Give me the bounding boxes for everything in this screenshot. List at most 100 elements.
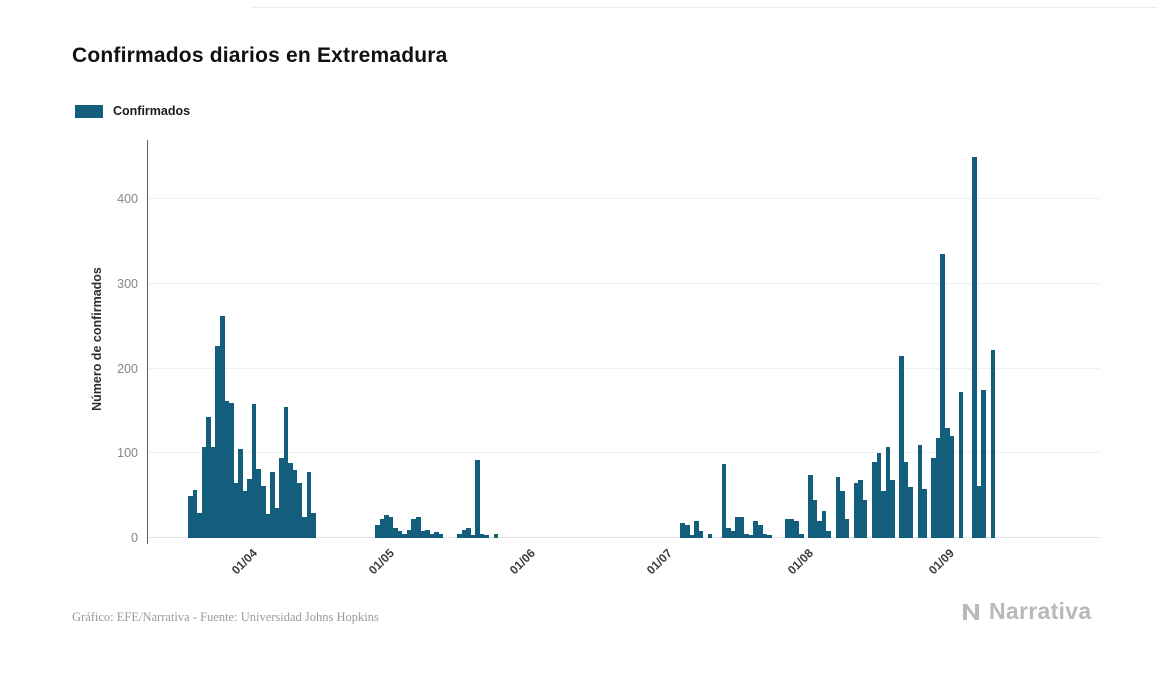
bar xyxy=(416,516,421,538)
y-tick-label: 200 xyxy=(117,361,138,376)
bar xyxy=(393,527,398,538)
y-tick-label: 300 xyxy=(117,276,138,291)
bar xyxy=(247,478,252,538)
bar xyxy=(735,516,740,538)
bar xyxy=(420,531,426,538)
bar xyxy=(694,521,699,538)
bar xyxy=(981,389,986,538)
bar xyxy=(972,156,977,538)
bar xyxy=(726,527,731,538)
bar xyxy=(215,345,220,538)
bar xyxy=(903,461,909,538)
bar xyxy=(402,533,407,538)
legend-label: Confirmados xyxy=(113,104,191,118)
bar xyxy=(685,525,690,538)
bar xyxy=(219,316,225,538)
bar xyxy=(374,525,380,538)
bar xyxy=(493,533,499,538)
bar xyxy=(311,512,316,538)
bar xyxy=(192,489,198,538)
bar xyxy=(297,482,303,538)
x-tick-label: 01/08 xyxy=(784,546,817,578)
bar xyxy=(881,491,886,538)
bar xyxy=(457,533,462,538)
bar xyxy=(817,521,822,538)
bar xyxy=(876,453,882,538)
bar xyxy=(475,460,480,538)
bar xyxy=(744,533,749,538)
bar xyxy=(484,535,489,538)
bar xyxy=(808,474,813,538)
y-axis-label: Número de confirmados xyxy=(90,267,104,411)
bar xyxy=(411,519,417,538)
bar xyxy=(265,514,271,538)
y-tick-label: 400 xyxy=(117,192,138,207)
bar xyxy=(256,468,261,538)
bar xyxy=(260,485,266,538)
x-tick-label: 01/04 xyxy=(228,546,260,578)
bar xyxy=(812,499,818,538)
bar xyxy=(470,535,476,538)
bar xyxy=(397,531,403,538)
bar xyxy=(429,533,435,538)
legend-swatch xyxy=(75,104,103,118)
bar xyxy=(976,485,982,538)
bar xyxy=(680,522,686,538)
bar xyxy=(229,402,234,538)
bar xyxy=(940,254,945,538)
bar xyxy=(210,447,216,538)
bar xyxy=(990,350,996,538)
bar xyxy=(479,533,485,538)
bar xyxy=(707,533,713,538)
bar xyxy=(908,487,914,538)
bar xyxy=(890,480,895,538)
gridline xyxy=(147,282,1100,284)
bar xyxy=(794,521,800,538)
footer-source: Gráfico: EFE/Narrativa - Fuente: Univers… xyxy=(72,610,379,624)
bar xyxy=(758,525,763,538)
plot-area: 0 100 200 300 400 01/04 01/05 01/06 01/07 01/08 0… xyxy=(117,140,1100,577)
bar xyxy=(292,470,298,538)
y-axis-line xyxy=(147,140,148,544)
bar xyxy=(279,457,284,538)
bar xyxy=(201,446,207,538)
bar xyxy=(406,529,412,538)
bar xyxy=(767,535,772,538)
bar xyxy=(917,444,923,538)
bar xyxy=(730,531,736,538)
bar xyxy=(242,491,248,538)
narrativa-n-icon xyxy=(963,603,979,620)
bar xyxy=(233,482,239,538)
narrativa-logo: Narrativa xyxy=(958,598,1091,625)
bar xyxy=(762,533,768,538)
bar xyxy=(785,519,790,538)
bar xyxy=(206,416,211,538)
gridline xyxy=(147,367,1100,369)
bar xyxy=(922,488,927,538)
bar xyxy=(274,508,280,538)
bar xyxy=(283,406,289,538)
legend-item-confirmados[interactable]: Confirmados xyxy=(75,104,190,118)
bar xyxy=(461,529,467,538)
bar xyxy=(862,499,868,538)
x-axis-baseline xyxy=(147,537,1100,538)
bar xyxy=(935,438,941,538)
x-tick-labels: 01/04 01/05 01/06 01/07 01/08 01/09 xyxy=(147,538,1100,598)
bar xyxy=(188,495,193,538)
bar xyxy=(789,518,795,538)
bar xyxy=(753,521,758,538)
bar xyxy=(835,477,841,538)
bar xyxy=(821,510,827,538)
bar xyxy=(689,535,695,538)
chart-title: Confirmados diarios en Extremadura xyxy=(72,44,448,67)
gridline xyxy=(147,452,1100,454)
bar xyxy=(302,516,307,538)
bar xyxy=(238,449,243,538)
bar xyxy=(853,482,859,538)
bar xyxy=(949,436,955,538)
y-tick-label: 100 xyxy=(117,446,138,461)
y-tick-label: 0 xyxy=(131,531,138,545)
bar xyxy=(288,463,293,538)
bar xyxy=(698,531,704,538)
